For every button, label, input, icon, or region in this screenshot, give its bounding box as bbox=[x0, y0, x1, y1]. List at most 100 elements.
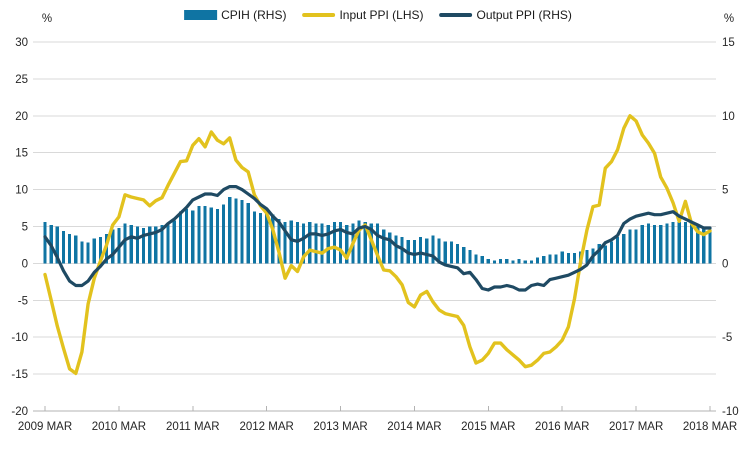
cpih-bar bbox=[572, 253, 577, 264]
cpih-bar-swatch-icon bbox=[184, 10, 218, 20]
cpih-bar bbox=[123, 223, 127, 264]
y-axis-left-tick-label: -15 bbox=[11, 369, 28, 381]
cpih-bar bbox=[135, 226, 139, 264]
cpih-bar bbox=[529, 260, 534, 264]
legend-label-output-ppi: Output PPI (RHS) bbox=[476, 8, 572, 22]
cpih-bar bbox=[43, 222, 47, 264]
cpih-bar bbox=[178, 211, 183, 264]
cpih-bar bbox=[68, 233, 72, 264]
cpih-bar bbox=[314, 223, 318, 264]
cpih-bar bbox=[486, 258, 490, 264]
cpih-bar bbox=[677, 222, 681, 264]
cpih-bar bbox=[634, 229, 638, 264]
cpih-bar bbox=[154, 226, 158, 264]
cpih-bar bbox=[61, 230, 66, 264]
cpih-bar bbox=[560, 251, 564, 264]
cpih-bar bbox=[517, 258, 521, 264]
y-axis-left-tick-label: -10 bbox=[11, 332, 28, 344]
legend-item-input-ppi: Input PPI (LHS) bbox=[302, 8, 424, 22]
cpih-bar bbox=[148, 226, 152, 264]
y-axis-left-tick-label: 5 bbox=[22, 222, 28, 234]
x-axis-tick-label: 2018 MAR bbox=[683, 421, 737, 433]
cpih-bar bbox=[338, 222, 343, 264]
y-axis-right-tick-label: 15 bbox=[722, 37, 735, 49]
cpih-bar bbox=[141, 227, 146, 264]
cpih-bar bbox=[271, 214, 275, 264]
y-axis-left-tick-label: 15 bbox=[15, 148, 28, 160]
x-axis-tick-label: 2013 MAR bbox=[313, 421, 367, 433]
cpih-bar bbox=[332, 222, 336, 264]
cpih-bar bbox=[492, 260, 497, 264]
cpih-bar bbox=[289, 220, 293, 264]
y-axis-right-tick-label: 0 bbox=[722, 258, 728, 270]
cpih-bar bbox=[246, 202, 250, 264]
cpih-bar bbox=[505, 258, 509, 264]
cpih-bar bbox=[708, 229, 712, 264]
cpih-bar bbox=[234, 198, 238, 264]
cpih-bar bbox=[382, 229, 386, 264]
legend-label-input-ppi: Input PPI (LHS) bbox=[339, 8, 424, 22]
cpih-bar bbox=[499, 258, 503, 264]
cpih-bar bbox=[616, 236, 620, 264]
cpih-bar bbox=[209, 207, 213, 264]
x-axis-tick-label: 2010 MAR bbox=[92, 421, 146, 433]
cpih-bar bbox=[240, 199, 244, 264]
right-axis-unit-label: % bbox=[724, 13, 734, 25]
cpih-bar bbox=[80, 241, 84, 264]
y-axis-left-tick-label: 30 bbox=[15, 37, 28, 49]
y-axis-labels-left: 30 25 20 15 10 5 0 -5 -10 -15 -20 bbox=[11, 37, 28, 418]
legend-item-cpih: CPIH (RHS) bbox=[184, 8, 286, 22]
cpih-bar bbox=[659, 225, 663, 264]
cpih-bar bbox=[585, 250, 589, 264]
y-axis-left-tick-label: 0 bbox=[22, 258, 28, 270]
cpih-bar bbox=[622, 233, 626, 264]
cpih-bar bbox=[283, 222, 287, 264]
cpih-bar bbox=[55, 226, 59, 264]
cpih-bar bbox=[388, 232, 392, 264]
output-ppi-line bbox=[43, 185, 712, 292]
cpih-bar bbox=[129, 225, 133, 264]
cpih-bar bbox=[394, 235, 398, 264]
legend-label-cpih: CPIH (RHS) bbox=[221, 8, 287, 22]
cpih-bar bbox=[702, 226, 706, 264]
cpih-bar bbox=[86, 242, 90, 264]
y-axis-right-tick-label: 5 bbox=[722, 185, 728, 197]
y-axis-right-tick-label: -5 bbox=[722, 332, 732, 344]
cpih-bar bbox=[419, 236, 423, 264]
cpih-bar bbox=[640, 225, 644, 264]
cpih-bar bbox=[166, 223, 170, 264]
cpih-bar bbox=[474, 254, 478, 264]
x-axis-tick-label: 2012 MAR bbox=[239, 421, 293, 433]
cpih-bar bbox=[363, 222, 367, 264]
cpih-bar bbox=[443, 241, 447, 264]
input-ppi-line-swatch-icon bbox=[302, 13, 336, 17]
cpih-bar bbox=[683, 222, 687, 264]
cpih-bar bbox=[308, 222, 312, 264]
cpih-bar bbox=[480, 256, 484, 264]
cpih-bar bbox=[566, 253, 570, 264]
cpih-bar bbox=[542, 256, 546, 264]
cpih-bar bbox=[185, 208, 189, 264]
cpih-bar bbox=[326, 225, 330, 264]
chart-legend: CPIH (RHS) Input PPI (LHS) Output PPI (R… bbox=[184, 8, 572, 22]
cpih-bar bbox=[462, 247, 466, 264]
cpih-bar bbox=[302, 223, 306, 264]
y-axis-labels-right: 15 10 5 0 -5 -10 bbox=[722, 37, 739, 418]
x-axis-tick-label: 2011 MAR bbox=[166, 421, 219, 433]
cpih-bar bbox=[431, 235, 435, 264]
cpih-bar bbox=[609, 241, 614, 264]
cpih-bar bbox=[523, 260, 527, 264]
y-axis-left-tick-label: -20 bbox=[11, 406, 28, 418]
legend-item-output-ppi: Output PPI (RHS) bbox=[439, 8, 572, 22]
left-axis-unit-label: % bbox=[42, 13, 52, 25]
cpih-bar bbox=[172, 220, 176, 264]
output-ppi-line-swatch-icon bbox=[439, 13, 473, 17]
cpih-bar bbox=[412, 239, 417, 264]
x-axis-tick-label: 2015 MAR bbox=[461, 421, 515, 433]
cpih-bar bbox=[603, 245, 607, 264]
cpih-bar bbox=[265, 211, 269, 264]
cpih-bar bbox=[320, 223, 324, 264]
cpih-bar bbox=[92, 238, 96, 264]
cpih-bar bbox=[74, 235, 78, 264]
cpih-bar bbox=[511, 260, 515, 264]
